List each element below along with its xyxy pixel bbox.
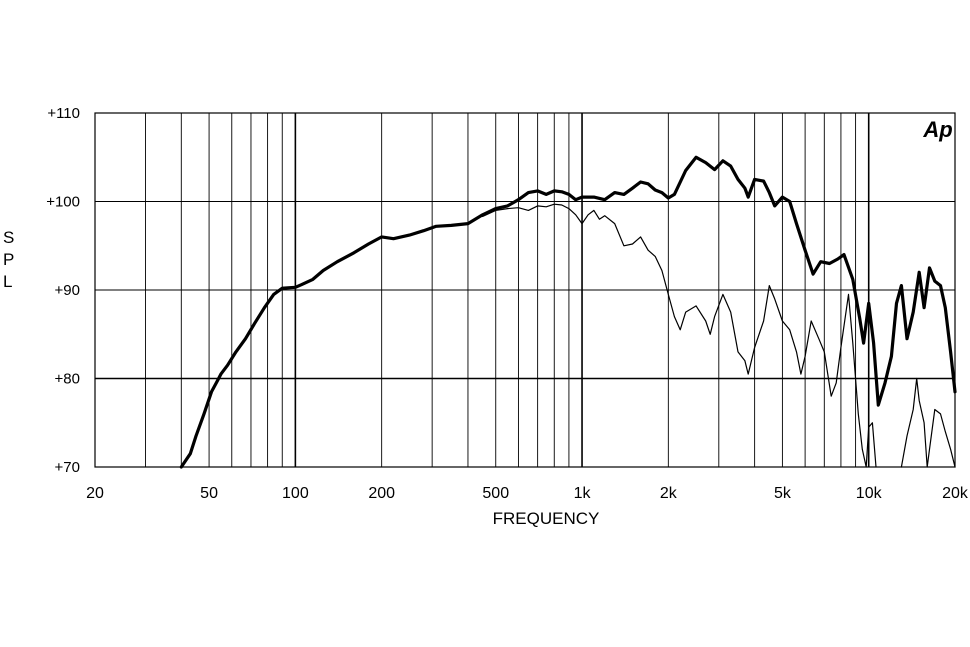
x-axis-title: FREQUENCY (493, 509, 600, 528)
x-tick-label: 500 (482, 485, 509, 502)
x-tick-label: 50 (200, 485, 218, 502)
x-tick-label: 20 (86, 485, 104, 502)
y-tick-label: +80 (55, 371, 80, 388)
series-line-thick-0 (179, 155, 957, 469)
y-tick-label: +100 (46, 194, 80, 211)
y-tick-label: +110 (47, 105, 80, 122)
y-axis-title-letter: S (3, 228, 15, 247)
x-tick-label: 100 (282, 485, 309, 502)
grid (94, 112, 956, 468)
x-tick-label: 10k (856, 485, 883, 502)
y-tick-label: +90 (55, 282, 80, 299)
series-line-thin-2 (900, 377, 956, 468)
x-tick-labels: 20 50 100 200 500 1k 2k 5k 10k 20k (86, 485, 969, 502)
ap-logo: Ap (922, 117, 952, 142)
x-tick-label: 5k (774, 485, 792, 502)
y-axis-title-letter: L (3, 272, 13, 291)
y-axis-title-letter: P (3, 250, 15, 269)
series-line-thin-1 (482, 203, 877, 468)
x-tick-label: 200 (368, 485, 395, 502)
series-layer (179, 155, 957, 469)
y-tick-labels: +110 +100 +90 +80 +70 (46, 105, 80, 476)
plot-frame (94, 112, 956, 468)
x-tick-label: 1k (574, 485, 592, 502)
x-tick-label: 2k (660, 485, 678, 502)
x-tick-label: 20k (942, 485, 969, 502)
y-tick-label: +70 (55, 459, 80, 476)
